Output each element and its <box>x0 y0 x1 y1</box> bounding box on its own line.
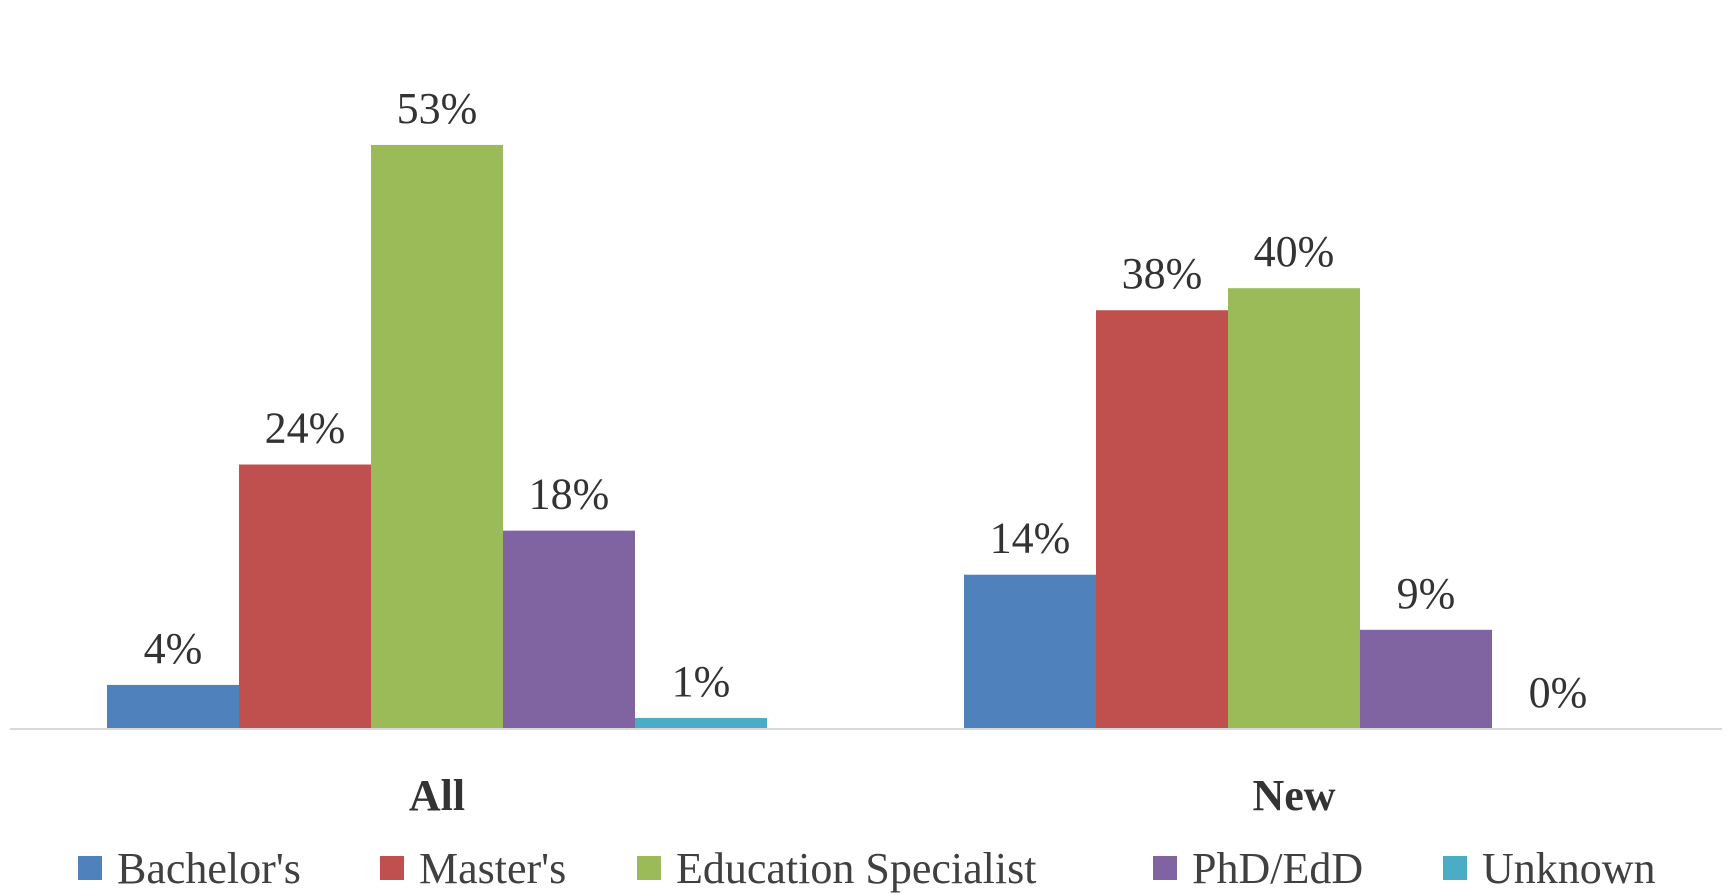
legend-label-unknown: Unknown <box>1482 844 1656 893</box>
legend: Bachelor's Master's Education Specialist Ph… <box>78 844 1656 893</box>
legend-swatch-education-specialist <box>637 856 661 880</box>
legend-label-master-s: Master's <box>419 844 566 893</box>
legend-swatch-unknown <box>1443 856 1467 880</box>
value-label-new-education-specialist: 40% <box>1254 227 1335 276</box>
bar-new-bachelor-s <box>964 574 1096 729</box>
value-label-new-phd-edd: 9% <box>1397 569 1456 618</box>
legend-label-phd-edd: PhD/EdD <box>1192 844 1363 893</box>
value-label-new-bachelor-s: 14% <box>990 514 1071 563</box>
category-label-all: All <box>409 771 465 820</box>
bar-all-education-specialist <box>371 144 503 729</box>
value-label-all-master-s: 24% <box>265 404 346 453</box>
legend-swatch-bachelor-s <box>78 856 102 880</box>
value-label-new-unknown: 0% <box>1529 668 1588 717</box>
value-labels-group: 4% 24% 53% 18% 1% 14% 38% 40% 9% 0% <box>144 84 1588 717</box>
legend-item-bachelor-s: Bachelor's <box>78 844 301 893</box>
legend-item-unknown: Unknown <box>1443 844 1656 893</box>
legend-item-phd-edd: PhD/EdD <box>1153 844 1363 893</box>
value-label-all-phd-edd: 18% <box>529 470 610 519</box>
value-label-all-education-specialist: 53% <box>397 84 478 133</box>
bar-all-phd-edd <box>503 530 635 729</box>
value-label-all-bachelor-s: 4% <box>144 624 203 673</box>
bar-new-master-s <box>1096 310 1228 729</box>
category-labels-group: All New <box>409 771 1336 820</box>
bar-all-bachelor-s <box>107 684 239 729</box>
bar-new-phd-edd <box>1360 629 1492 729</box>
legend-label-education-specialist: Education Specialist <box>676 844 1036 893</box>
legend-item-education-specialist: Education Specialist <box>637 844 1036 893</box>
legend-swatch-phd-edd <box>1153 856 1177 880</box>
bar-all-unknown <box>635 717 767 729</box>
value-label-all-unknown: 1% <box>672 657 731 706</box>
legend-label-bachelor-s: Bachelor's <box>117 844 301 893</box>
bar-new-education-specialist <box>1228 288 1360 729</box>
bars-group <box>107 144 1492 729</box>
bar-all-master-s <box>239 464 371 729</box>
category-label-new: New <box>1252 771 1335 820</box>
legend-swatch-master-s <box>380 856 404 880</box>
value-label-new-master-s: 38% <box>1122 249 1203 298</box>
legend-item-master-s: Master's <box>380 844 566 893</box>
